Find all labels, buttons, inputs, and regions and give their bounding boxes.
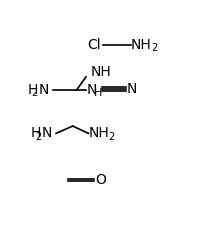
Text: H: H bbox=[31, 126, 41, 140]
Text: NH: NH bbox=[91, 65, 112, 79]
Text: N: N bbox=[42, 126, 52, 140]
Text: 2: 2 bbox=[31, 88, 38, 98]
Text: N: N bbox=[87, 82, 97, 96]
Text: 2: 2 bbox=[151, 43, 157, 53]
Text: NH: NH bbox=[131, 38, 152, 52]
Text: NH: NH bbox=[89, 126, 110, 140]
Text: N: N bbox=[126, 82, 137, 96]
Text: H: H bbox=[27, 82, 38, 96]
Text: N: N bbox=[38, 82, 49, 96]
Text: O: O bbox=[95, 173, 106, 187]
Text: 2: 2 bbox=[35, 132, 41, 142]
Text: Cl: Cl bbox=[87, 38, 100, 52]
Text: H: H bbox=[94, 88, 102, 98]
Text: 2: 2 bbox=[108, 132, 114, 142]
